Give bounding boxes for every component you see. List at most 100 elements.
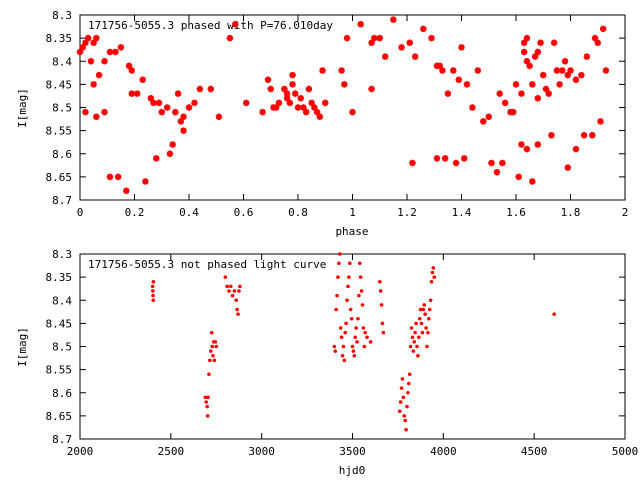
data-point: [87, 58, 95, 65]
data-point: [378, 289, 383, 293]
data-point: [112, 48, 119, 56]
data-point: [520, 39, 528, 46]
unphased-x-tick-label: 5000: [612, 445, 639, 458]
data-point: [151, 289, 155, 293]
data-point: [380, 321, 385, 326]
unphased-y-tick-label: 8.55: [46, 364, 73, 377]
data-point: [409, 159, 416, 167]
data-point: [214, 344, 219, 349]
data-point: [281, 85, 288, 93]
data-point: [358, 275, 363, 279]
data-point: [205, 414, 210, 418]
data-point: [461, 155, 468, 162]
data-point: [428, 298, 433, 303]
data-point: [412, 340, 417, 344]
data-point: [205, 404, 209, 409]
data-point: [567, 67, 574, 74]
data-point: [347, 275, 351, 279]
data-point: [363, 330, 368, 335]
data-point: [589, 132, 596, 139]
data-point: [213, 340, 218, 344]
data-point: [343, 330, 348, 335]
data-point: [523, 145, 531, 153]
unphased-x-tick-label: 4500: [521, 445, 548, 458]
data-point: [166, 150, 174, 157]
data-point: [480, 118, 487, 125]
data-point: [139, 76, 146, 83]
phased-y-tick-label: 8.3: [52, 9, 72, 22]
unphased-x-axis-label: hjd0: [339, 464, 366, 477]
data-point: [264, 76, 272, 83]
data-point: [523, 58, 531, 65]
data-point: [474, 67, 482, 74]
data-point: [537, 39, 544, 46]
data-point: [150, 99, 157, 107]
data-point: [419, 321, 424, 326]
data-point: [134, 90, 141, 97]
data-point: [450, 67, 457, 74]
data-point: [292, 90, 299, 97]
data-point: [215, 113, 223, 120]
phased-x-tick-label: 1.2: [397, 206, 417, 219]
unphased-y-tick-label: 8.3: [52, 248, 72, 261]
data-point: [561, 58, 569, 65]
data-point: [128, 90, 135, 97]
data-point: [151, 293, 155, 298]
phased-y-tick-label: 8.4: [52, 55, 72, 68]
data-point: [232, 289, 237, 293]
unphased-y-tick-label: 8.4: [52, 294, 72, 307]
unphased-panel: 171756-5055.3 not phased light curve hjd…: [16, 248, 638, 477]
phased-x-tick-label: 2: [622, 206, 629, 219]
data-point: [275, 99, 283, 107]
data-point: [212, 358, 217, 363]
data-point: [359, 289, 364, 293]
data-point: [362, 344, 367, 349]
data-point: [529, 178, 536, 185]
data-point: [499, 159, 506, 167]
data-point: [534, 141, 541, 148]
data-point: [377, 279, 382, 284]
data-point: [602, 67, 610, 74]
data-point: [302, 108, 310, 116]
unphased-x-tick-label: 4000: [430, 445, 457, 458]
unphased-y-tick-label: 8.65: [46, 410, 73, 423]
unphased-x-tick-label: 2000: [67, 445, 94, 458]
data-point: [425, 344, 429, 349]
data-point: [348, 307, 353, 312]
data-point: [496, 90, 503, 97]
data-point: [515, 173, 522, 181]
unphased-y-tick-label: 8.7: [52, 433, 72, 446]
data-point: [294, 104, 302, 111]
data-point: [228, 284, 233, 289]
data-point: [407, 381, 411, 386]
data-point: [338, 67, 345, 74]
data-point: [151, 298, 156, 303]
data-point: [267, 85, 274, 93]
unphased-y-tick-label: 8.6: [52, 387, 72, 400]
data-point: [300, 104, 307, 111]
data-point: [172, 108, 179, 116]
data-point: [106, 48, 114, 56]
phased-y-tick-label: 8.35: [46, 32, 73, 45]
data-point: [334, 307, 338, 312]
data-point: [93, 113, 100, 120]
data-point: [520, 48, 528, 56]
data-point: [350, 344, 355, 349]
data-point: [151, 279, 156, 284]
data-point: [332, 344, 337, 349]
phased-y-tick-label: 8.65: [46, 171, 73, 184]
data-point: [580, 132, 588, 139]
data-point: [458, 44, 465, 51]
phased-y-tick-label: 8.6: [52, 148, 72, 161]
data-point: [427, 307, 432, 312]
data-point: [82, 108, 89, 116]
data-point: [155, 99, 163, 107]
data-point: [223, 275, 228, 279]
data-point: [196, 85, 204, 93]
data-point: [153, 155, 160, 162]
data-point: [150, 284, 155, 289]
data-point: [210, 344, 215, 349]
data-point: [552, 312, 556, 316]
data-point: [289, 71, 296, 79]
